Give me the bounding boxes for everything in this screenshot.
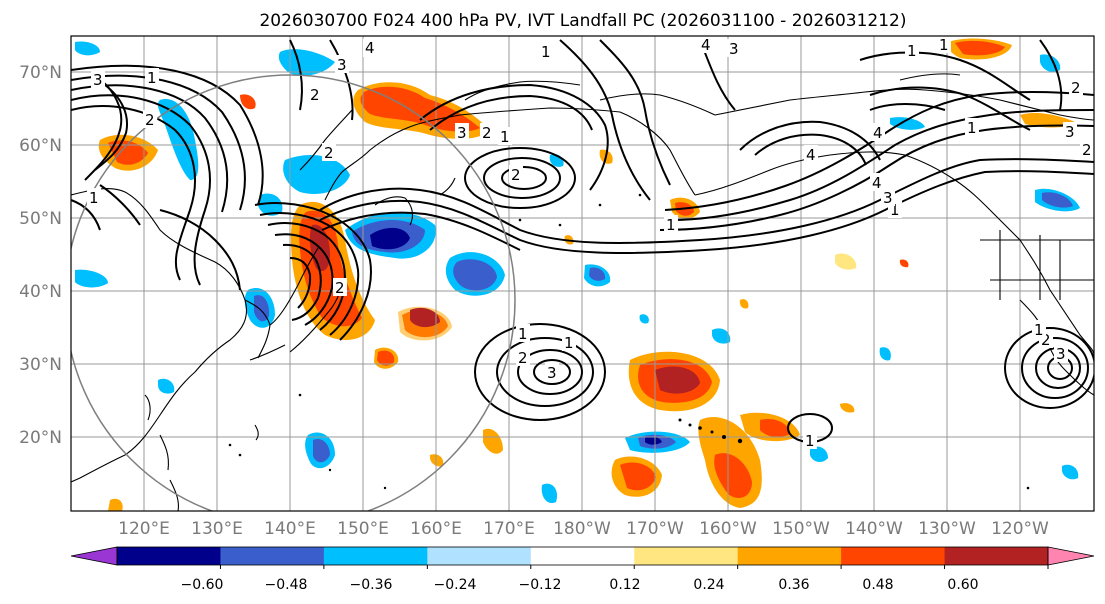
contour-label: 1 — [541, 43, 551, 61]
contour-label: 3 — [457, 124, 467, 142]
colorbar-tick-label: 0.36 — [778, 577, 809, 593]
lat-label: 20°N — [19, 428, 62, 448]
colorbar-segment — [634, 547, 739, 565]
lon-label: 140°E — [264, 519, 316, 539]
longitude-labels: 120°E 130°E 140°E 150°E 160°E 170°E 180°… — [118, 519, 1049, 539]
contour-label: 4 — [365, 39, 375, 57]
islands — [228, 193, 1030, 490]
colorbar-tick-label: 0.24 — [693, 577, 724, 593]
coastlines — [71, 73, 1094, 511]
contour-label: 3 — [1065, 123, 1075, 141]
contour-label: 2 — [482, 124, 492, 142]
lat-label: 70°N — [19, 63, 62, 83]
contour-label: 1 — [907, 42, 917, 60]
colorbar-tick-label: 0.12 — [609, 577, 640, 593]
colorbar-segment — [117, 547, 221, 565]
colorbar-extend-max — [1047, 546, 1095, 566]
colorbar-tick-label: −0.12 — [519, 577, 562, 593]
contour-label: 3 — [1056, 345, 1066, 363]
lat-label: 50°N — [19, 209, 62, 229]
colorbar-segment — [737, 547, 842, 565]
lon-label: 160°W — [699, 519, 757, 539]
contour-label: 2 — [1041, 331, 1051, 349]
contour-label: 1 — [967, 119, 977, 137]
contour-label: 4 — [872, 174, 882, 192]
lon-label: 130°E — [191, 519, 243, 539]
contour-label: 2 — [335, 279, 345, 297]
colorbar-tick-labels: −0.60 −0.48 −0.36 −0.24 −0.12 0.12 0.24 … — [181, 577, 979, 593]
contour-label: 2 — [145, 111, 155, 129]
contour-label: 3 — [883, 189, 893, 207]
lon-label: 150°W — [772, 519, 830, 539]
colorbar-segment — [530, 547, 635, 565]
contour-label: 1 — [518, 325, 528, 343]
contour-label: 2 — [1071, 79, 1081, 97]
contour-label: 1 — [147, 69, 157, 87]
contour-label: 1 — [805, 432, 815, 450]
contour-label: 1 — [666, 216, 676, 234]
colorbar-segment — [323, 547, 428, 565]
contour-label: 2 — [324, 144, 334, 162]
contour-labels: 4 3 2 1 1 2 3 1 2 4 3 — [87, 36, 1094, 450]
contour-label: 2 — [518, 349, 528, 367]
contour-label: 4 — [701, 36, 711, 54]
contour-label: 2 — [1082, 141, 1092, 159]
colorbar-tick-label: 0.48 — [862, 577, 893, 593]
map-frame — [70, 35, 1095, 512]
landfall-radius-circle — [71, 74, 516, 511]
contour-label: 1 — [890, 201, 900, 219]
colorbar-segment — [841, 547, 946, 565]
contour-label: 4 — [873, 124, 883, 142]
latitude-labels: 70°N 60°N 50°N 40°N 30°N 20°N — [19, 63, 62, 448]
colorbar-extend-min — [70, 546, 118, 566]
contour-label: 3 — [547, 364, 557, 382]
lon-label: 160°E — [410, 519, 462, 539]
colorbar-segment — [220, 547, 325, 565]
lat-label: 40°N — [19, 282, 62, 302]
contour-label: 3 — [93, 71, 103, 89]
colorbar-tick-label: 0.60 — [947, 577, 978, 593]
colorbar-segment — [944, 547, 1049, 565]
contour-label: 1 — [500, 128, 510, 146]
contour-label: 1 — [1034, 321, 1044, 339]
lon-label: 170°E — [483, 519, 535, 539]
colorbar-tick-label: −0.48 — [265, 577, 308, 593]
lat-label: 30°N — [19, 355, 62, 375]
colorbar-tick-label: −0.60 — [181, 577, 224, 593]
contour-label: 3 — [337, 56, 347, 74]
contour-label: 1 — [939, 36, 949, 54]
contour-label: 2 — [511, 166, 521, 184]
lon-label: 140°W — [845, 519, 903, 539]
lon-label: 170°W — [626, 519, 684, 539]
contour-label: 1 — [564, 334, 574, 352]
lon-label: 130°W — [918, 519, 976, 539]
contour-label: 4 — [806, 146, 816, 164]
lon-label: 150°E — [337, 519, 389, 539]
colorbar — [70, 546, 1095, 569]
lon-label: 120°W — [991, 519, 1049, 539]
colorbar-tick-label: −0.36 — [350, 577, 393, 593]
lon-label: 180°W — [553, 519, 611, 539]
contour-label: 2 — [310, 86, 320, 104]
contour-label: 3 — [729, 40, 739, 58]
colorbar-segment — [427, 547, 532, 565]
lat-label: 60°N — [19, 136, 62, 156]
colorbar-tick-label: −0.24 — [434, 577, 477, 593]
contour-label: 1 — [89, 189, 99, 207]
colorbar-frame — [116, 546, 1049, 566]
lon-label: 120°E — [118, 519, 170, 539]
map-title: 2026030700 F024 400 hPa PV, IVT Landfall… — [259, 11, 906, 31]
map-panel: 4 3 2 1 1 2 3 1 2 4 3 — [70, 35, 1095, 512]
